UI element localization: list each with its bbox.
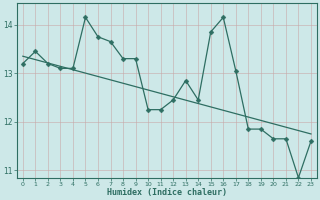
X-axis label: Humidex (Indice chaleur): Humidex (Indice chaleur) (107, 188, 227, 197)
